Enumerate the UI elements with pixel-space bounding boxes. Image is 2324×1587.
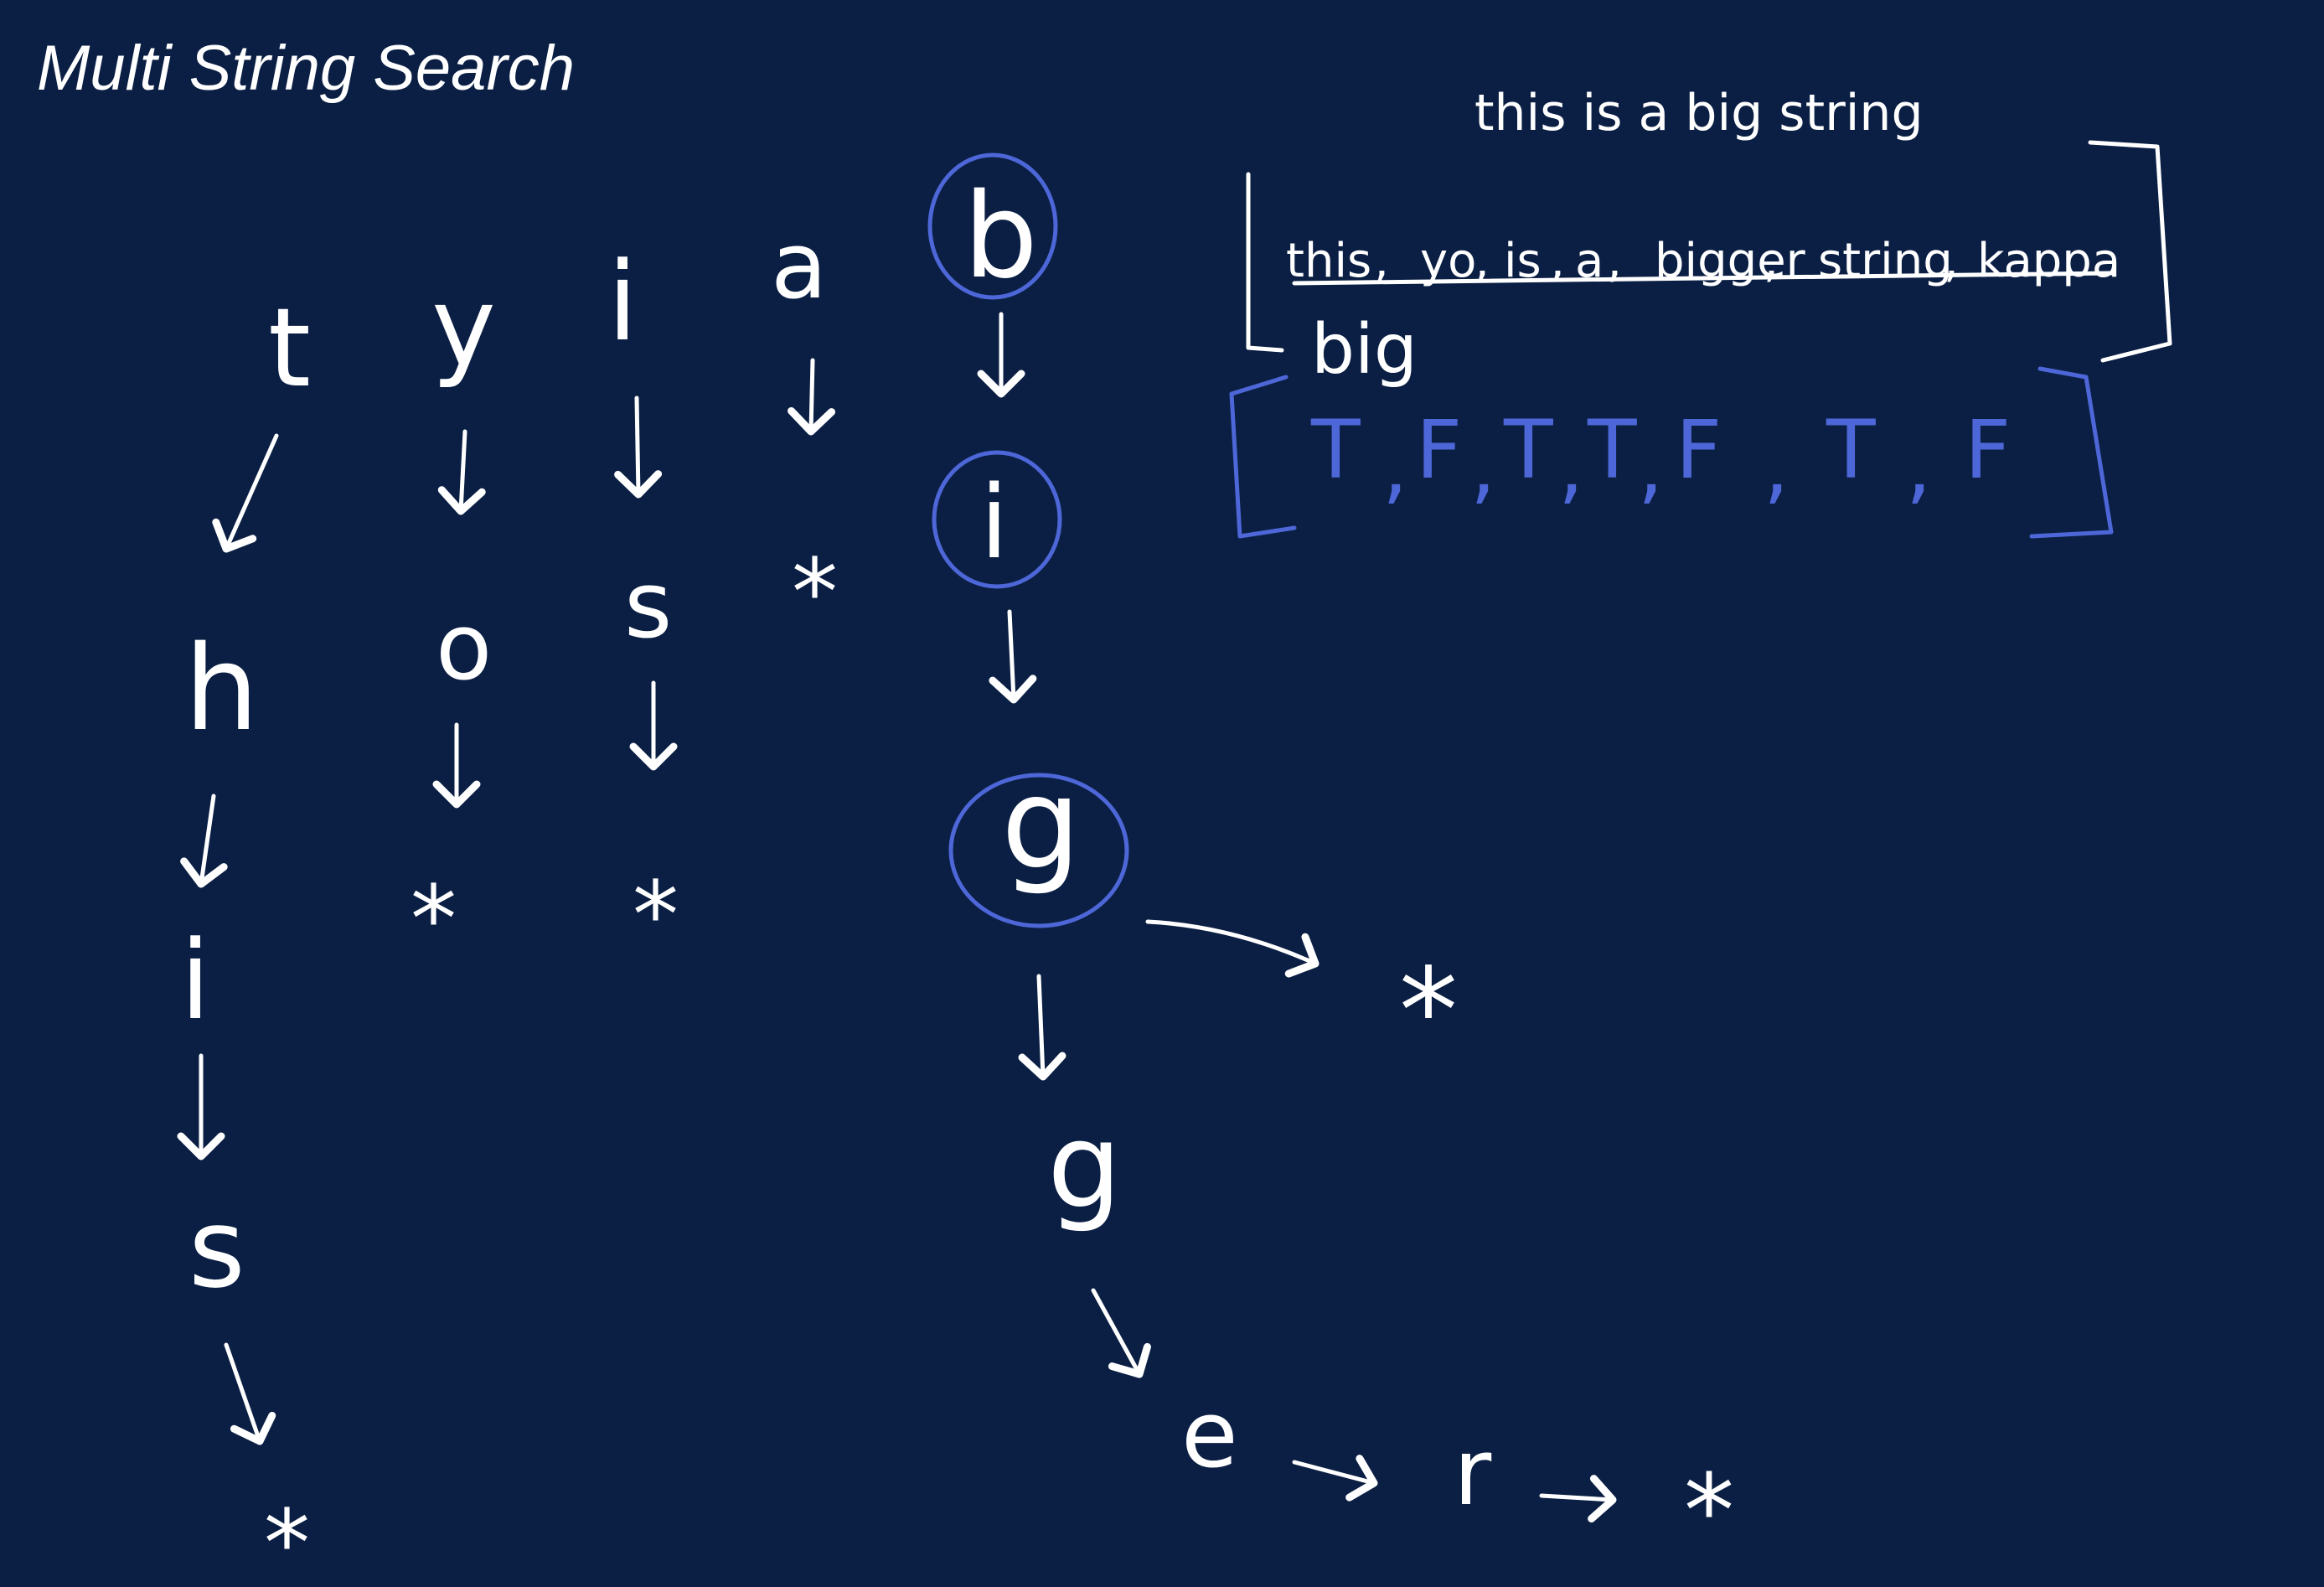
big-string-label: this is a big string <box>1474 84 1924 142</box>
trie-node: e <box>1181 1381 1238 1488</box>
trie-branch-i: i s * <box>607 238 679 969</box>
result-boolean: F <box>1416 403 1462 497</box>
results-bracket-right <box>2029 366 2114 539</box>
highlight-circle <box>948 773 1129 928</box>
results-bracket-left <box>1229 375 1297 539</box>
trie-end-symbol: * <box>633 861 679 969</box>
result-boolean: F <box>1676 403 1722 497</box>
separator-comma: , <box>1764 234 1779 288</box>
trie-node: b <box>963 168 1038 305</box>
arrow-icon <box>180 794 228 888</box>
trie-node: i <box>980 465 1008 582</box>
trie-node: g <box>1001 752 1081 897</box>
arrow-icon <box>1292 1455 1378 1502</box>
arrow-icon <box>1539 1475 1617 1523</box>
arrow-icon <box>1145 919 1320 978</box>
trie-node: s <box>189 1185 245 1312</box>
page-title: Multi String Search <box>37 33 576 104</box>
trie-branch-t: t h i s * <box>177 284 311 1587</box>
trie-end-symbol: * <box>411 866 457 973</box>
separator-comma: , <box>1764 420 1789 514</box>
arrow-icon <box>224 1342 276 1445</box>
small-string-item: string <box>1818 234 1953 288</box>
trie-node: i <box>607 238 638 365</box>
separator-comma: , <box>1607 234 1622 288</box>
result-boolean: T <box>1826 403 1876 497</box>
arrow-icon <box>212 433 279 553</box>
trie-node: y <box>431 263 496 390</box>
trie-node: h <box>184 621 259 757</box>
trie-branch-b: b i g * g e r * <box>927 152 1734 1570</box>
result-boolean: T <box>1587 403 1637 497</box>
separator-comma: , <box>1944 234 1959 288</box>
trie-end-symbol: * <box>1399 943 1458 1080</box>
result-boolean: T <box>1310 403 1361 497</box>
trie-node: i <box>180 917 210 1044</box>
arrow-icon <box>989 609 1037 704</box>
arrow-icon <box>1091 1288 1151 1378</box>
highlight-circle <box>927 152 1058 300</box>
separator-comma: , <box>1550 234 1565 288</box>
arrow-icon <box>614 395 663 499</box>
trie-end-symbol: * <box>264 1490 310 1587</box>
trie-node: g <box>1047 1098 1122 1235</box>
result-boolean: F <box>1965 403 2011 497</box>
small-strings-underline <box>1292 271 2114 286</box>
trie-node: r <box>1454 1419 1492 1526</box>
separator-comma: , <box>1906 420 1932 514</box>
trie-node: t <box>268 284 311 411</box>
trie-node: a <box>771 212 827 319</box>
trie-end-symbol: * <box>792 539 838 646</box>
trie-branch-y: y o * <box>411 263 496 973</box>
small-string-item: this <box>1286 234 1371 288</box>
separator-comma: , <box>1474 234 1490 288</box>
separator-comma: , <box>1382 420 1408 514</box>
highlight-circle <box>932 450 1062 589</box>
trie-end-symbol: * <box>1684 1454 1734 1570</box>
trie-node: o <box>436 593 492 700</box>
small-strings-bracket-left <box>1246 172 1284 353</box>
result-boolean: T <box>1503 403 1553 497</box>
small-strings-bracket-right <box>2088 140 2172 363</box>
small-string-item: kappa <box>1977 234 2120 288</box>
arrow-icon <box>1018 974 1066 1081</box>
results-list: T , F , T , T , F , T , F <box>1310 403 2011 514</box>
trie-branch-a: a * <box>771 212 838 646</box>
separator-comma: , <box>1638 420 1664 514</box>
separator-comma: , <box>1374 234 1389 288</box>
trie-node: s <box>624 551 672 659</box>
separator-comma: , <box>1558 420 1584 514</box>
separator-comma: , <box>1470 420 1496 514</box>
arrow-icon <box>437 429 486 515</box>
arrow-icon <box>788 358 836 436</box>
current-string: big <box>1311 310 1418 390</box>
